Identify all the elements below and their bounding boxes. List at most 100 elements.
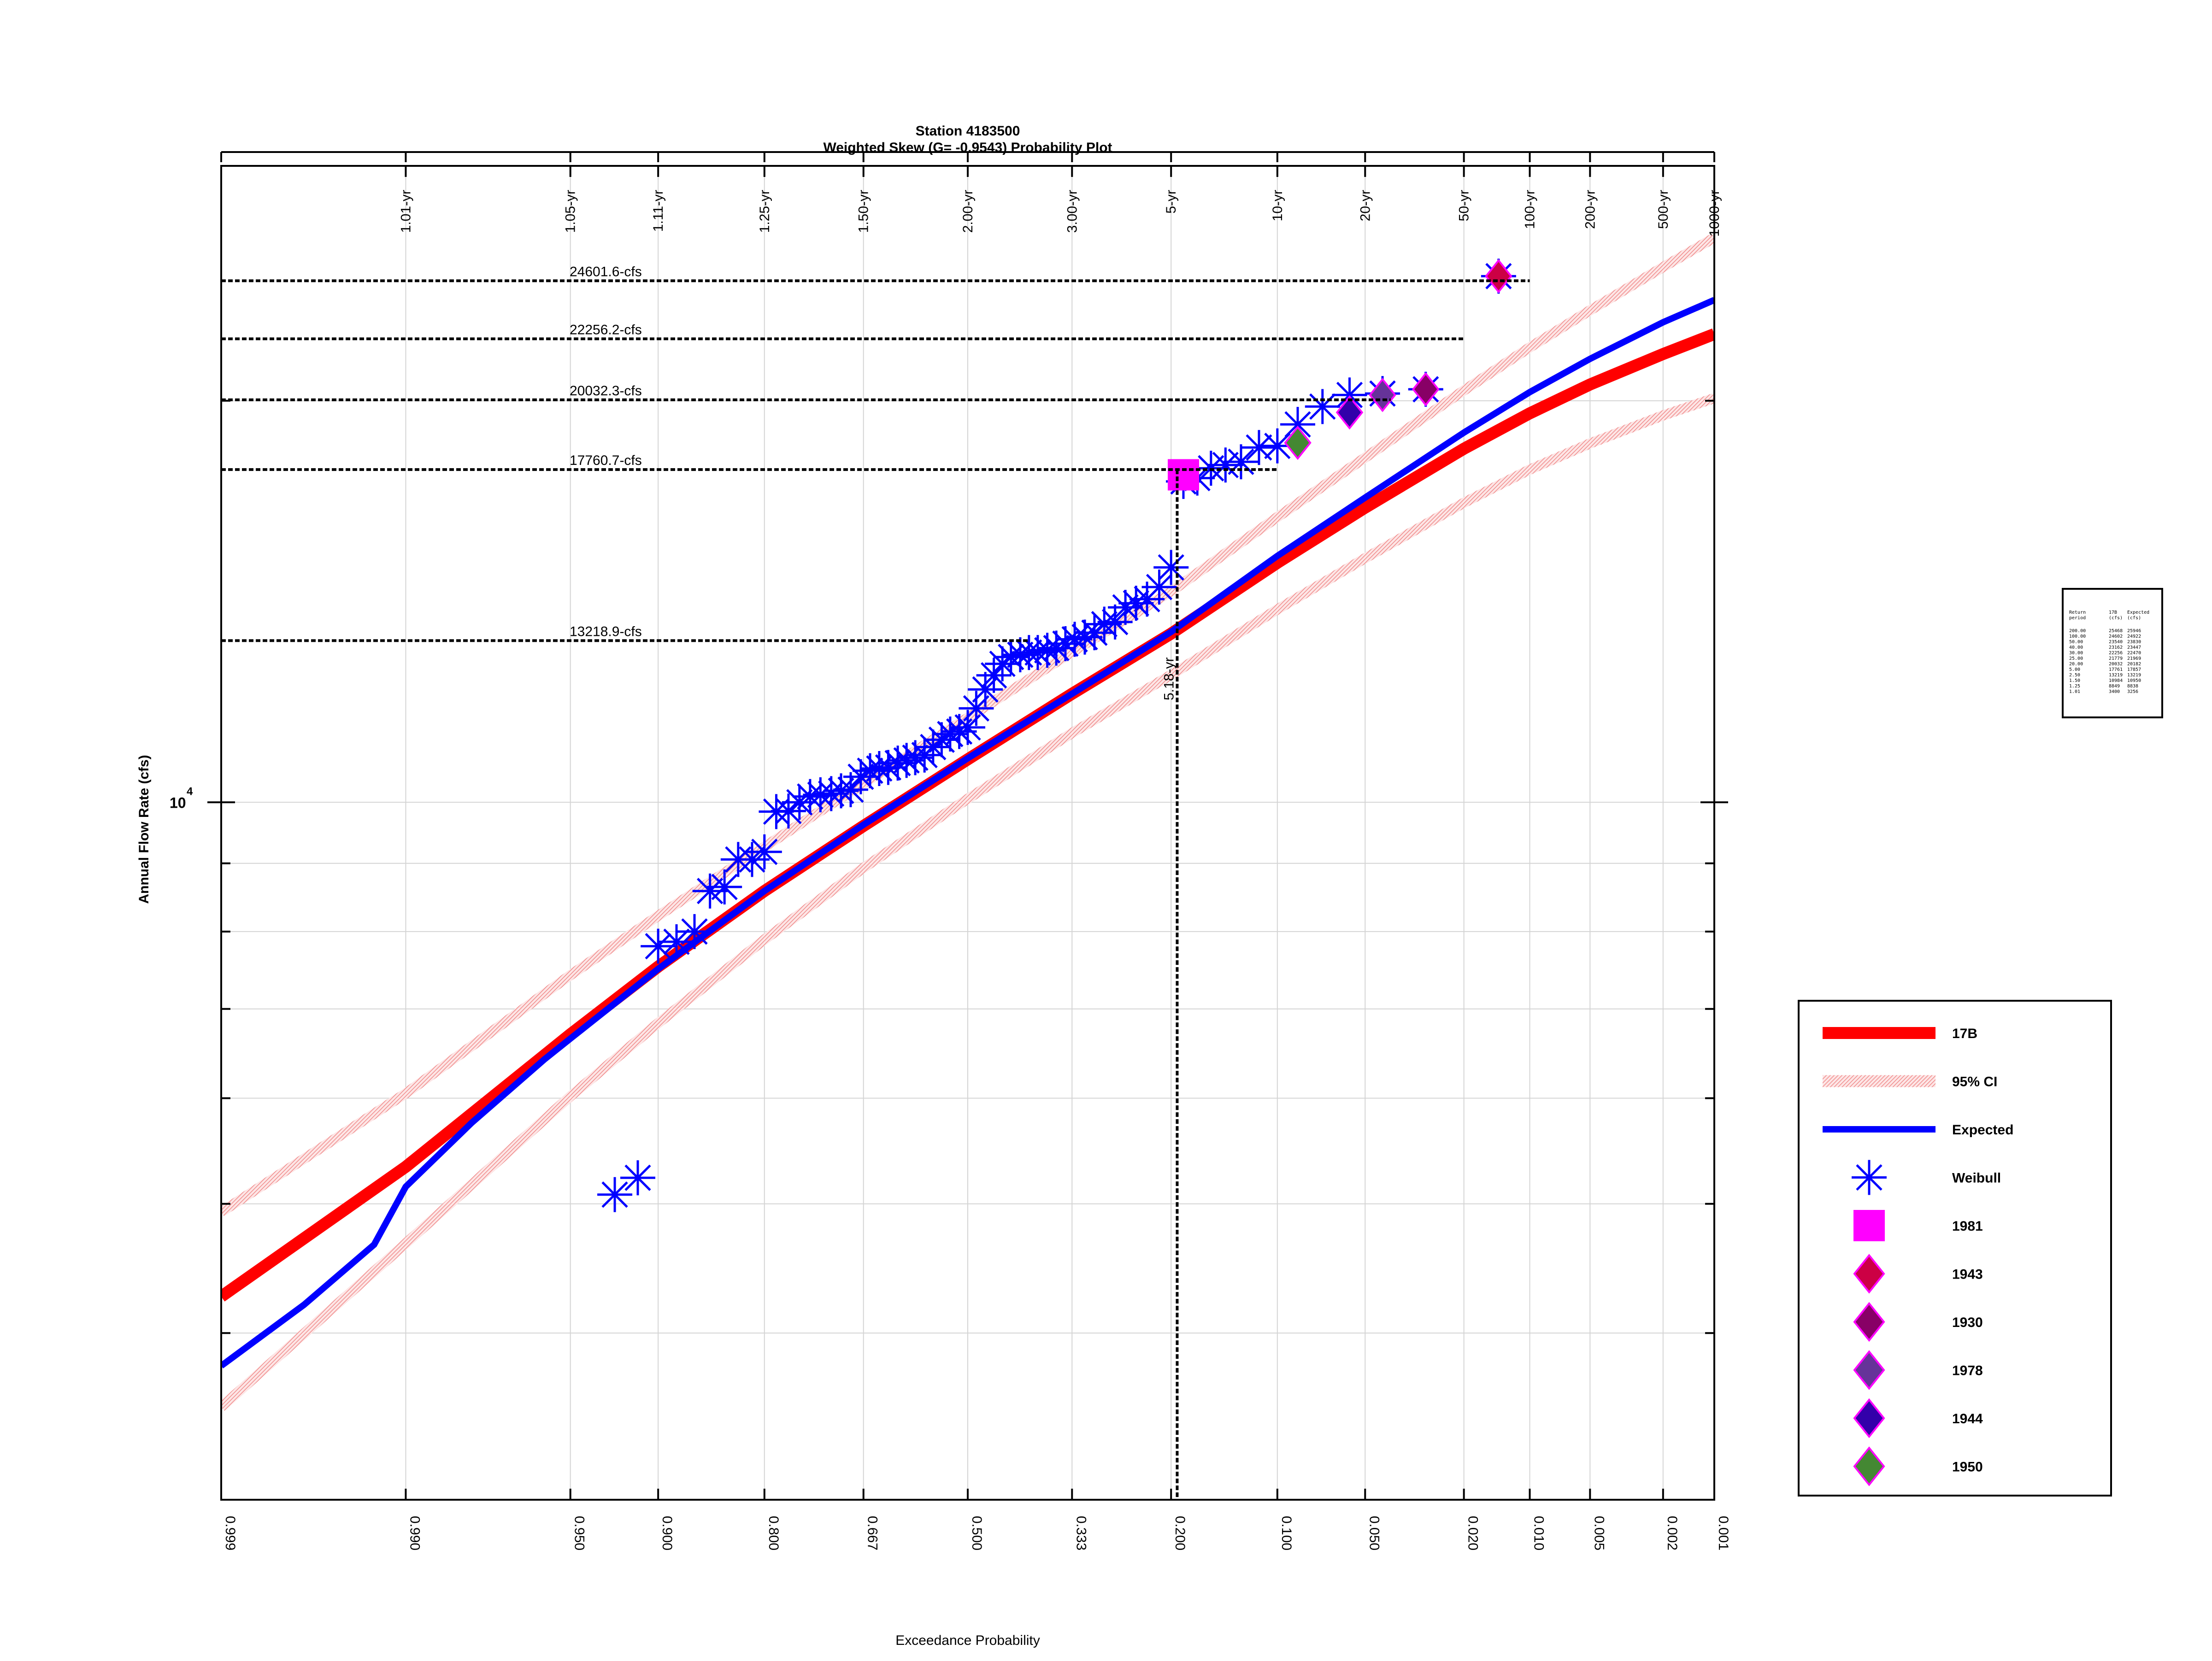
inset-table-cell: 1.01: [2069, 689, 2080, 694]
x-axis-label: Exceedance Probability: [895, 1633, 1040, 1648]
weibull-point: [1118, 586, 1154, 621]
weibull-point: [771, 793, 806, 829]
legend-swatch-1930: [1853, 1302, 1885, 1342]
weibull-point: [1067, 619, 1103, 655]
weibull-point: [659, 924, 694, 960]
return-period-label: 3.00-yr: [1065, 190, 1080, 233]
inset-table-cell: 3256: [2127, 689, 2138, 694]
inset-table-header: (cfs): [2127, 616, 2141, 621]
weibull-point-stroke: [1336, 382, 1363, 408]
legend-label: Expected: [1952, 1122, 2013, 1138]
x-tick-label: 0.800: [766, 1516, 781, 1550]
inset-table-header: period: [2069, 616, 2086, 621]
inset-table-cell: 3400: [2109, 689, 2120, 694]
return-period-label: 5-yr: [1164, 190, 1179, 214]
inset-table-header: Return: [2069, 610, 2086, 615]
weibull-point: [959, 691, 994, 726]
return-period-label: 1.01-yr: [398, 190, 413, 233]
return-period-label: 20-yr: [1358, 190, 1373, 221]
x-tick-label: 0.005: [1591, 1516, 1606, 1550]
chart-subtitle: Weighted Skew (G= -0.9543) Probability P…: [823, 140, 1112, 155]
return-period-label: 1.25-yr: [757, 190, 772, 233]
inset-table-cell: 40.00: [2069, 645, 2083, 650]
weibull-point: [620, 1160, 656, 1196]
x-tick-label: 0.200: [1172, 1516, 1188, 1550]
legend-label: 1943: [1952, 1267, 1983, 1282]
inset-table-cell: 23447: [2127, 645, 2141, 650]
weibull-point-stroke: [645, 933, 671, 960]
legend-label: Weibull: [1952, 1171, 2001, 1186]
inset-table-cell: 10950: [2127, 678, 2141, 683]
inset-table-cell: 2.50: [2069, 673, 2080, 678]
weibull-point-stroke: [1102, 609, 1129, 635]
point-1930: [1412, 372, 1440, 407]
axes: 0.999 0.990 0.950 0.900 0.800 0.667 0.500 0.333…: [170, 151, 1731, 1550]
weibull-point-stroke: [624, 1164, 651, 1191]
weibull-point-stroke: [1284, 411, 1311, 438]
inset-table-cell: 25468: [2109, 628, 2123, 634]
weibull-point-stroke: [1158, 554, 1184, 581]
inset-table-cell: 30.00: [2069, 651, 2083, 656]
weibull-point: [843, 759, 878, 794]
inset-table-cell: 200.00: [2069, 628, 2086, 634]
x-tick-label: 0.010: [1531, 1516, 1547, 1550]
vertical-ref-label: 5.18-yr: [1161, 657, 1177, 700]
weibull-point: [597, 1177, 633, 1212]
legend-label: 95% CI: [1952, 1074, 1997, 1090]
x-tick-label: 0.900: [659, 1516, 675, 1550]
weibull-point: [1223, 444, 1259, 480]
inset-table-header: Expected: [2127, 610, 2149, 615]
weibull-point: [677, 914, 712, 949]
weibull-point-stroke: [1264, 433, 1291, 459]
legend-swatch-1950: [1853, 1446, 1885, 1486]
weibull-point-stroke: [1212, 452, 1239, 478]
inset-table-cell: 24602: [2109, 634, 2123, 639]
legend-label: 1930: [1952, 1315, 1983, 1330]
x-tick-label: 0.050: [1366, 1516, 1382, 1550]
legend-swatch-1943: [1853, 1254, 1885, 1294]
inset-table-cell: 50.00: [2069, 640, 2083, 645]
y-tick-label-base: 10: [170, 794, 186, 811]
inset-table-cell: 20182: [2127, 662, 2141, 667]
legend-swatch-1978: [1853, 1350, 1885, 1390]
inset-table-cell: 25.00: [2069, 656, 2083, 661]
inset-table-cell: 20032: [2109, 662, 2123, 667]
inset-table-header: 17B: [2109, 610, 2117, 615]
inset-table-cell: 10984: [2109, 678, 2123, 683]
legend-label: 1950: [1952, 1460, 1983, 1475]
ref-label-0: 24601.6-cfs: [570, 264, 642, 279]
weibull-point: [692, 873, 728, 909]
weibull-point: [1305, 389, 1340, 424]
inset-table-cell: 1.25: [2069, 684, 2080, 689]
legend-swatch-1981: [1853, 1210, 1885, 1241]
weibull-point-stroke: [875, 754, 902, 781]
inset-table-cell: 17761: [2109, 667, 2123, 672]
weibull-point: [1141, 569, 1177, 605]
point-1981: [1167, 459, 1199, 491]
weibull-point-stroke: [1246, 434, 1272, 461]
inset-table-cell: 24922: [2127, 634, 2141, 639]
weibull-point-stroke: [681, 918, 708, 945]
y-axis-label: Annual Flow Rate (cfs): [136, 755, 152, 904]
ref-label-3: 17760.7-cfs: [570, 453, 642, 468]
weibull-point-stroke: [818, 780, 845, 807]
x-tick-label: 0.333: [1073, 1516, 1088, 1550]
inset-table-cell: 25946: [2127, 628, 2141, 634]
x-tick-label: 0.001: [1716, 1516, 1731, 1550]
ref-label-2: 20032.3-cfs: [570, 383, 642, 399]
return-period-label: 50-yr: [1457, 190, 1472, 221]
return-period-label: 200-yr: [1583, 190, 1598, 229]
inset-table-cell: 23830: [2127, 640, 2141, 645]
inset-table-cell: 13219: [2127, 673, 2141, 678]
weibull-point-stroke: [1024, 639, 1051, 666]
legend: 17B 95% CI Expected Weibull 1981 1943 1930 1978…: [1798, 1000, 2112, 1497]
x-tick-label: 0.500: [969, 1516, 984, 1550]
grid: [221, 165, 1715, 1500]
x-tick-label: 0.002: [1665, 1516, 1680, 1550]
reference-lines: 24601.6-cfs 22256.2-cfs 20032.3-cfs 17760.7…: [221, 264, 1530, 1500]
inset-table-cell: 8838: [2127, 684, 2138, 689]
x-tick-label: 0.999: [223, 1516, 238, 1550]
